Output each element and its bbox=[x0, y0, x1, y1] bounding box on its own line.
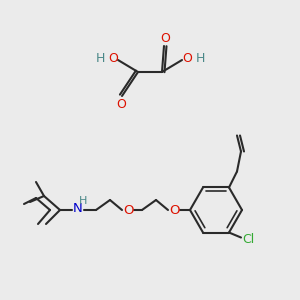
Text: O: O bbox=[160, 32, 170, 44]
Text: O: O bbox=[182, 52, 192, 65]
Text: O: O bbox=[116, 98, 126, 110]
Text: O: O bbox=[123, 203, 133, 217]
Text: N: N bbox=[73, 202, 83, 214]
Text: H: H bbox=[195, 52, 205, 64]
Text: H: H bbox=[95, 52, 105, 64]
Text: O: O bbox=[169, 203, 179, 217]
Text: Cl: Cl bbox=[242, 233, 254, 246]
Text: H: H bbox=[79, 196, 87, 206]
Text: O: O bbox=[108, 52, 118, 65]
